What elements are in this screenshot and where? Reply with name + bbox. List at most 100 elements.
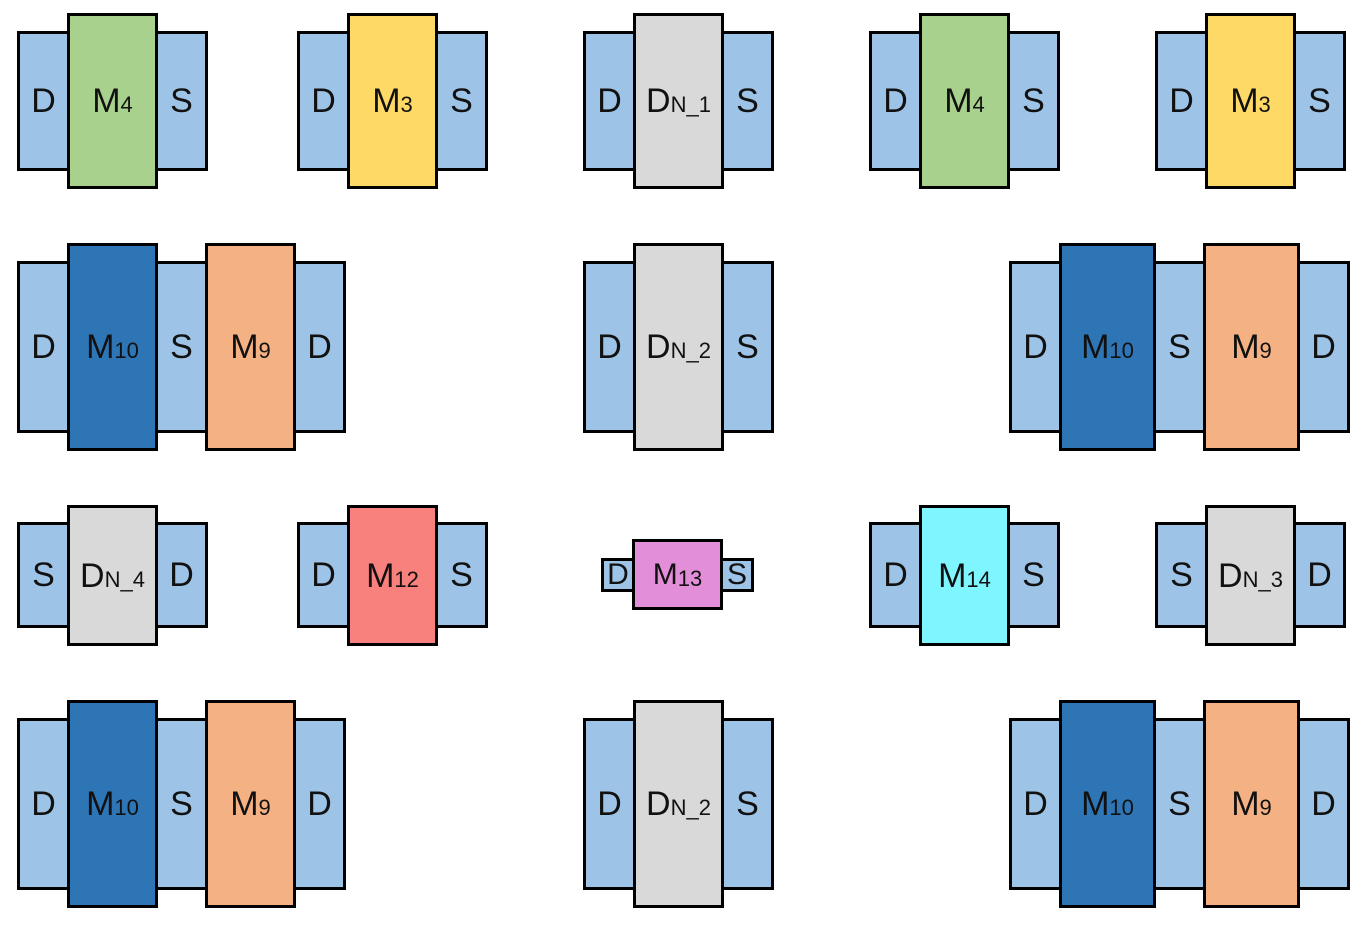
terminal-s: S [721, 31, 774, 171]
terminal-s: S [1153, 718, 1206, 890]
gate-label-main: M [1081, 785, 1110, 823]
gate-label-main: M [1231, 328, 1260, 366]
terminal-d: D [1155, 31, 1208, 171]
gate-label-main: D [646, 82, 671, 120]
terminal-label: D [1311, 785, 1336, 823]
terminal-label: D [883, 556, 908, 594]
gate-label-sub: 9 [1259, 795, 1272, 820]
gate-label-main: D [646, 785, 671, 823]
terminal-label: S [170, 328, 193, 366]
terminal-label: D [1311, 328, 1336, 366]
gate-dn-4: D N_4 [67, 505, 158, 646]
terminal-label: S [1308, 82, 1331, 120]
gate-label-sub: 4 [120, 92, 133, 117]
gate-label-sub: 10 [1109, 795, 1134, 820]
gate-label-sub: 10 [114, 338, 139, 363]
gate-label-main: M [652, 557, 678, 591]
gate-label-sub: N_2 [670, 338, 711, 363]
terminal-label: D [597, 785, 622, 823]
gate-label-sub: 12 [394, 566, 419, 592]
gate-label-main: M [1231, 785, 1260, 823]
gate-label-main: M [230, 785, 259, 823]
terminal-label: S [1168, 785, 1191, 823]
terminal-s: S [721, 261, 774, 433]
terminal-d: D [155, 522, 208, 628]
gate-label-sub: 9 [258, 795, 271, 820]
terminal-label: D [311, 556, 336, 594]
terminal-s: S [155, 718, 208, 890]
terminal-d: D [1009, 261, 1062, 433]
gate-m10: M 10 [1059, 243, 1156, 451]
terminal-d: D [297, 31, 350, 171]
terminal-label: D [607, 558, 629, 591]
terminal-s: S [721, 718, 774, 890]
terminal-d: D [1293, 522, 1346, 628]
terminal-d: D [293, 261, 346, 433]
gate-label-main: M [372, 82, 401, 120]
terminal-label: S [726, 558, 747, 591]
terminal-s: S [720, 558, 754, 592]
terminal-label: S [1168, 328, 1191, 366]
gate-label-sub: 3 [1258, 92, 1271, 117]
terminal-d: D [17, 31, 70, 171]
terminal-s: S [155, 261, 208, 433]
gate-label-main: M [86, 785, 115, 823]
terminal-label: S [1022, 82, 1045, 120]
gate-m10: M 10 [1059, 700, 1156, 908]
gate-label-sub: 9 [258, 338, 271, 363]
gate-label-sub: N_4 [104, 566, 145, 592]
gate-label-main: M [1230, 82, 1259, 120]
terminal-d: D [297, 522, 350, 628]
terminal-label: D [307, 328, 332, 366]
terminal-d: D [293, 718, 346, 890]
terminal-label: D [1169, 82, 1194, 120]
terminal-label: S [736, 82, 759, 120]
gate-label-main: M [1081, 328, 1110, 366]
terminal-label: D [307, 785, 332, 823]
gate-label-main: M [944, 82, 973, 120]
terminal-label: D [1307, 556, 1332, 594]
gate-label-main: M [366, 556, 395, 595]
terminal-label: D [883, 82, 908, 120]
gate-dn-1: D N_1 [633, 13, 724, 189]
terminal-d: D [17, 718, 70, 890]
gate-dn-2: D N_2 [633, 243, 724, 451]
terminal-s: S [435, 522, 488, 628]
gate-label-main: M [230, 328, 259, 366]
gate-label-sub: 10 [1109, 338, 1134, 363]
terminal-d: D [1297, 718, 1350, 890]
gate-dn-3: D N_3 [1205, 505, 1296, 646]
gate-label-sub: N_1 [670, 92, 711, 117]
terminal-label: S [170, 785, 193, 823]
terminal-label: D [597, 82, 622, 120]
gate-m14: M 14 [919, 505, 1010, 646]
gate-label-main: D [1218, 556, 1243, 595]
terminal-label: S [736, 328, 759, 366]
terminal-label: D [1023, 785, 1048, 823]
gate-label-sub: N_2 [670, 795, 711, 820]
terminal-label: S [736, 785, 759, 823]
terminal-label: S [1170, 556, 1193, 594]
terminal-label: S [1022, 556, 1045, 594]
terminal-s: S [155, 31, 208, 171]
terminal-d: D [1297, 261, 1350, 433]
terminal-label: D [597, 328, 622, 366]
terminal-label: S [32, 556, 55, 594]
gate-label-sub: 4 [972, 92, 985, 117]
terminal-s: S [1153, 261, 1206, 433]
gate-label-main: D [80, 556, 105, 595]
terminal-s: S [17, 522, 70, 628]
gate-label-main: M [86, 328, 115, 366]
gate-label-sub: 3 [400, 92, 413, 117]
gate-label-sub: 13 [677, 565, 703, 591]
terminal-label: S [450, 556, 473, 594]
terminal-d: D [1009, 718, 1062, 890]
terminal-s: S [1293, 31, 1346, 171]
gate-m13: M 13 [632, 539, 723, 610]
gate-label-sub: 10 [114, 795, 139, 820]
gate-dn-2: D N_2 [633, 700, 724, 908]
